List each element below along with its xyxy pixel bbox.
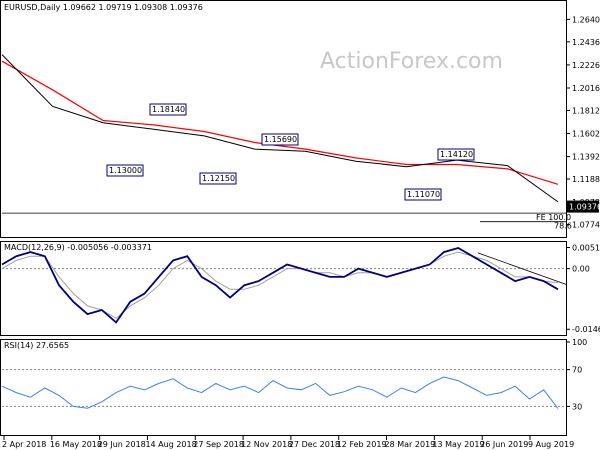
macd-signal-line bbox=[1, 251, 559, 319]
rsi-panel bbox=[0, 339, 567, 436]
price-tick-label: 1.24360 bbox=[572, 38, 600, 47]
x-tick-label: 9 Aug 2019 bbox=[528, 440, 574, 449]
ohlc-values: 1.09662 1.09719 1.09308 1.09376 bbox=[63, 3, 203, 12]
annotation-box bbox=[199, 172, 237, 185]
rsi-tick-label: 30 bbox=[572, 402, 582, 411]
rsi-title: RSI(14) 27.6565 bbox=[4, 341, 69, 350]
annotation-box bbox=[261, 133, 299, 146]
price-tick-label: 1.16020 bbox=[572, 130, 600, 139]
macd-tick-label: 0.00 bbox=[572, 265, 590, 274]
last-price-label: 1.09376 bbox=[569, 203, 600, 212]
fe-label: FE 100.0 bbox=[536, 213, 571, 222]
macd-tick-label: -0.014647 bbox=[572, 325, 600, 334]
x-tick-label: 13 May 2019 bbox=[432, 440, 484, 449]
annotation-text: 1.18140 bbox=[152, 105, 185, 114]
annotation-box bbox=[437, 148, 475, 161]
x-tick-label: 28 Mar 2019 bbox=[385, 440, 436, 449]
price-annotation: 1.18140 bbox=[149, 103, 187, 116]
price-tick-label: 1.13920 bbox=[572, 153, 600, 162]
macd-title: MACD(12,26,9) -0.005056 -0.003371 bbox=[4, 243, 152, 252]
rsi-tick-label: 70 bbox=[572, 366, 582, 375]
price-tick-label: 1.07740 bbox=[572, 221, 600, 230]
x-tick-label: 12 Feb 2019 bbox=[337, 440, 387, 449]
annotation-text: 1.12150 bbox=[202, 174, 235, 183]
price-line bbox=[1, 54, 559, 203]
last-price-badge: 1.09376 bbox=[567, 200, 600, 213]
last-price-box bbox=[567, 200, 599, 213]
rsi-line bbox=[1, 376, 559, 409]
price-tick-label: 1.11880 bbox=[572, 175, 600, 184]
price-ma-line bbox=[1, 60, 559, 185]
annotation-text: 1.15690 bbox=[264, 135, 297, 144]
macd-tick-label: 0.005114 bbox=[572, 243, 600, 252]
price-tick-label: 1.20160 bbox=[572, 84, 600, 93]
rsi-layer bbox=[1, 369, 566, 409]
price-tick-label: 1.22260 bbox=[572, 61, 600, 70]
x-tick-label: 27 Sep 2018 bbox=[193, 440, 244, 449]
annotation-box bbox=[106, 164, 144, 177]
macd-trendline bbox=[477, 252, 567, 285]
price-annotation: 1.12150 bbox=[199, 172, 237, 185]
x-tick-label: 2 Apr 2018 bbox=[2, 440, 46, 449]
x-tick-label: 16 May 2018 bbox=[50, 440, 102, 449]
price-tick-label: 1.18120 bbox=[572, 106, 600, 115]
price-layer: FE 100.078.6 1.18140 1.13000 1.12150 1.15690… bbox=[1, 54, 572, 231]
rsi-tick-label: 100 bbox=[572, 338, 587, 347]
fe-label: 78.6 bbox=[554, 222, 572, 231]
macd-layer bbox=[1, 247, 567, 324]
price-annotation: 1.11070 bbox=[404, 188, 442, 201]
watermark: ActionForex.com bbox=[320, 49, 503, 74]
price-annotation: 1.13000 bbox=[106, 164, 144, 177]
annotation-text: 1.13000 bbox=[109, 166, 142, 175]
x-tick-label: 29 Jun 2018 bbox=[98, 440, 146, 449]
axis-layer: 1.26400 1.24360 1.22260 1.20160 1.18120 1.160… bbox=[2, 15, 600, 449]
x-tick-label: 27 Dec 2018 bbox=[289, 440, 340, 449]
annotation-text: 1.11070 bbox=[407, 190, 440, 199]
annotation-text: 1.14120 bbox=[440, 150, 473, 159]
price-annotation: 1.15690 bbox=[261, 133, 299, 146]
x-tick-label: 26 Jun 2019 bbox=[480, 440, 528, 449]
macd-line bbox=[1, 247, 559, 324]
price-annotation: 1.14120 bbox=[437, 148, 475, 161]
price-title: EURUSD,Daily 1.09662 1.09719 1.09308 1.0… bbox=[4, 3, 203, 12]
x-tick-label: 12 Nov 2018 bbox=[241, 440, 292, 449]
price-panel bbox=[0, 0, 567, 238]
annotation-box bbox=[149, 103, 187, 116]
price-tick-label: 1.26400 bbox=[572, 15, 600, 24]
macd-panel bbox=[0, 241, 567, 336]
x-tick-label: 14 Aug 2018 bbox=[145, 440, 196, 449]
annotation-box bbox=[404, 188, 442, 201]
